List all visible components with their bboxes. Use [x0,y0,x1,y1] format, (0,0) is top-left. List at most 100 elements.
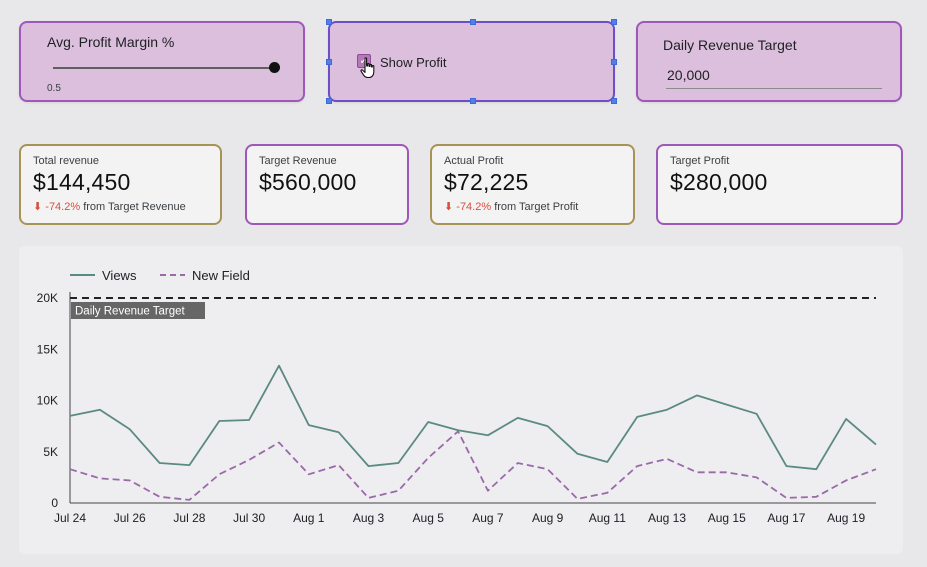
data-point-views[interactable] [722,400,732,410]
data-point-views[interactable] [513,413,523,423]
data-point-views[interactable] [692,390,702,400]
data-point-new-field[interactable] [871,464,881,474]
legend-label-views[interactable]: Views [102,268,137,283]
hand-pointer-icon [360,57,375,79]
data-point-new-field[interactable] [692,467,702,477]
data-point-views[interactable] [65,411,75,421]
data-point-new-field[interactable] [662,454,672,464]
daily-revenue-target-input[interactable]: 20,000 [667,67,710,83]
kpi-label: Target Revenue [259,155,337,167]
data-point-new-field[interactable] [841,475,851,485]
data-point-new-field[interactable] [722,467,732,477]
data-point-new-field[interactable] [184,495,194,505]
slider-title: Avg. Profit Margin % [47,34,175,50]
selection-handle[interactable] [611,98,617,104]
data-point-new-field[interactable] [304,469,314,479]
data-point-new-field[interactable] [125,475,135,485]
slider-thumb[interactable] [269,62,280,73]
data-point-views[interactable] [95,405,105,415]
data-point-new-field[interactable] [453,426,463,436]
target-input-title: Daily Revenue Target [663,37,797,53]
down-arrow-icon: ⬇ [33,201,43,213]
data-point-new-field[interactable] [602,488,612,498]
data-point-new-field[interactable] [364,493,374,503]
data-point-views[interactable] [364,461,374,471]
data-point-views[interactable] [125,424,135,434]
data-point-new-field[interactable] [244,455,254,465]
time-series-chart[interactable]: Views New Field 0 5K 10K 15K 20K Jul 24 Jul 26 Ju… [19,246,903,554]
data-point-new-field[interactable] [811,492,821,502]
data-point-new-field[interactable] [393,486,403,496]
x-tick-label: Aug 3 [353,511,385,525]
data-point-new-field[interactable] [334,460,344,470]
check-icon: ✓ [359,54,369,67]
selection-handle[interactable] [470,98,476,104]
x-tick-label: Aug 19 [827,511,865,525]
kpi-value: $72,225 [444,169,529,195]
x-tick-label: Aug 11 [589,511,626,525]
target-revenue-scorecard[interactable]: Target Revenue $560,000 [245,144,409,225]
data-point-new-field[interactable] [543,464,553,474]
data-point-views[interactable] [752,409,762,419]
data-point-views[interactable] [602,457,612,467]
data-point-views[interactable] [483,430,493,440]
kpi-value: $560,000 [259,169,357,195]
x-tick-label: Aug 7 [472,511,504,525]
data-point-views[interactable] [184,460,194,470]
data-point-new-field[interactable] [95,473,105,483]
series-line-views[interactable] [69,364,877,471]
data-point-new-field[interactable] [781,493,791,503]
selection-handle[interactable] [611,59,617,65]
series-line-new-field[interactable] [69,430,877,501]
show-profit-control[interactable]: ✓ Show Profit [326,19,617,104]
data-point-views[interactable] [423,417,433,427]
selection-handle[interactable] [326,98,332,104]
data-point-views[interactable] [244,415,254,425]
total-revenue-scorecard[interactable]: Total revenue $144,450 ⬇ -74.2% from Tar… [19,144,222,225]
kpi-delta: ⬇ -74.2% from Target Profit [444,200,621,213]
data-point-new-field[interactable] [572,494,582,504]
data-point-new-field[interactable] [513,458,523,468]
data-point-new-field[interactable] [752,472,762,482]
data-point-new-field[interactable] [274,438,284,448]
reference-label-background [71,302,205,319]
profit-margin-slider-control[interactable]: Avg. Profit Margin % 0.5 [19,21,305,102]
data-point-views[interactable] [871,440,881,450]
data-point-views[interactable] [811,464,821,474]
data-point-new-field[interactable] [423,453,433,463]
slider-track[interactable] [53,67,275,69]
data-point-views[interactable] [334,427,344,437]
kpi-label: Total revenue [33,155,100,167]
y-tick-label: 0 [51,496,58,510]
data-point-new-field[interactable] [214,469,224,479]
data-point-views[interactable] [393,458,403,468]
y-tick-label: 20K [37,291,58,305]
selection-handle[interactable] [611,19,617,25]
data-point-new-field[interactable] [632,461,642,471]
data-point-views[interactable] [543,421,553,431]
data-point-new-field[interactable] [483,486,493,496]
delta-text: from Target Profit [494,201,579,213]
data-point-views[interactable] [155,458,165,468]
legend-label-new-field[interactable]: New Field [192,268,250,283]
data-point-views[interactable] [781,461,791,471]
selection-handle[interactable] [326,19,332,25]
kpi-label: Target Profit [670,155,730,167]
data-point-views[interactable] [632,412,642,422]
data-point-views[interactable] [841,414,851,424]
data-point-views[interactable] [304,420,314,430]
chart-svg[interactable]: Views New Field 0 5K 10K 15K 20K Jul 24 Jul 26 Ju… [19,246,903,554]
data-point-views[interactable] [572,449,582,459]
selection-handle[interactable] [326,59,332,65]
x-tick-label: Aug 13 [648,511,686,525]
data-point-views[interactable] [274,361,284,371]
data-point-new-field[interactable] [65,464,75,474]
data-point-views[interactable] [662,405,672,415]
target-profit-scorecard[interactable]: Target Profit $280,000 [656,144,903,225]
actual-profit-scorecard[interactable]: Actual Profit $72,225 ⬇ -74.2% from Targ… [430,144,635,225]
daily-revenue-target-control[interactable]: Daily Revenue Target 20,000 [636,21,902,102]
show-profit-label[interactable]: Show Profit [380,55,447,70]
selection-handle[interactable] [470,19,476,25]
data-point-views[interactable] [214,416,224,426]
data-point-new-field[interactable] [155,492,165,502]
